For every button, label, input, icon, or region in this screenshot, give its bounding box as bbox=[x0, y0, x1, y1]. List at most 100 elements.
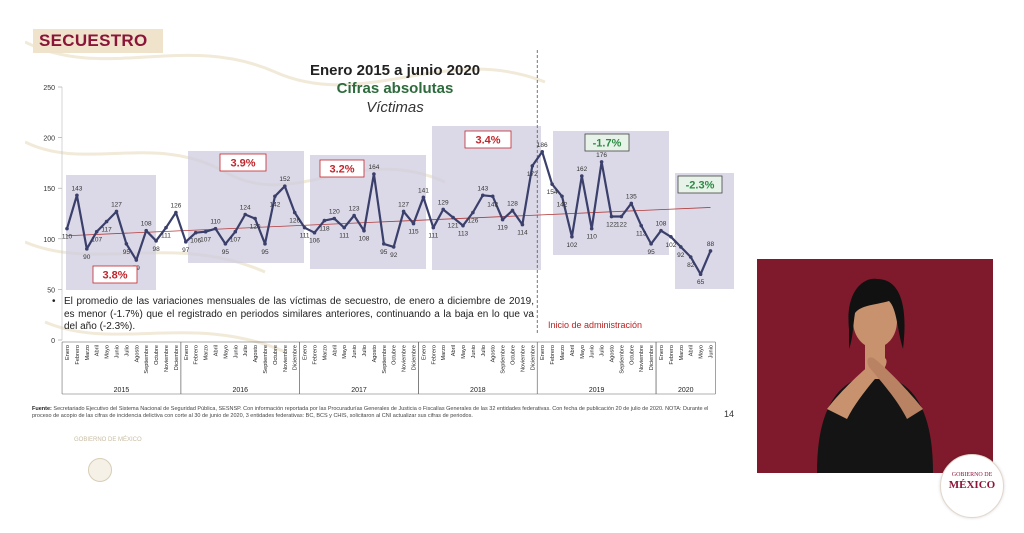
x-tick-label: Abril bbox=[451, 345, 457, 356]
data-label: 154 bbox=[547, 189, 558, 196]
data-label: 120 bbox=[250, 224, 261, 231]
data-point bbox=[708, 249, 713, 253]
x-tick-label: Septiembre bbox=[263, 345, 269, 374]
logo-line2: MÉXICO bbox=[948, 479, 996, 491]
y-tick-label: 250 bbox=[43, 85, 55, 92]
x-tick-label: Junio bbox=[471, 345, 477, 358]
data-point bbox=[223, 242, 228, 246]
year-label: 2017 bbox=[351, 387, 367, 394]
data-point bbox=[391, 245, 396, 249]
trend-line bbox=[66, 207, 711, 237]
x-tick-label: Mayo bbox=[105, 345, 111, 359]
data-label: 92 bbox=[390, 252, 398, 259]
x-tick-label: Marzo bbox=[204, 345, 210, 361]
data-label: 82 bbox=[687, 262, 695, 269]
x-tick-label: Marzo bbox=[441, 345, 447, 361]
x-tick-label: Enero bbox=[421, 345, 427, 360]
data-point bbox=[471, 210, 475, 215]
chart-subtitle: Cifras absolutas bbox=[336, 80, 454, 97]
x-tick-label: Agosto bbox=[134, 345, 140, 362]
data-point bbox=[134, 258, 139, 262]
y-tick-label: 50 bbox=[47, 287, 55, 294]
period-change-label: 3.9% bbox=[230, 158, 255, 170]
data-label: 95 bbox=[380, 249, 388, 256]
x-tick-label: Junio bbox=[709, 345, 715, 358]
year-label: 2016 bbox=[232, 387, 248, 394]
data-point bbox=[144, 228, 148, 233]
data-label: 110 bbox=[62, 234, 73, 241]
year-label: 2018 bbox=[470, 387, 486, 394]
data-point bbox=[322, 218, 327, 223]
data-label: 126 bbox=[467, 217, 478, 224]
chart-metric-label: Víctimas bbox=[366, 99, 424, 116]
data-point bbox=[124, 242, 129, 246]
x-tick-label: Diciembre bbox=[174, 345, 180, 370]
government-seal-icon bbox=[88, 458, 112, 482]
period-change-badge bbox=[464, 130, 512, 149]
data-point bbox=[273, 194, 277, 199]
data-label: 172 bbox=[527, 171, 538, 178]
x-tick-label: Abril bbox=[689, 345, 695, 356]
x-tick-label: Marzo bbox=[560, 345, 566, 361]
data-label: 102 bbox=[665, 242, 676, 249]
data-point bbox=[213, 226, 218, 231]
data-label: 186 bbox=[537, 142, 548, 149]
data-label: 143 bbox=[477, 185, 488, 192]
x-tick-label: Septiembre bbox=[619, 345, 625, 374]
period-change-label: 3.2% bbox=[329, 164, 354, 176]
data-label: 107 bbox=[91, 237, 102, 244]
data-point bbox=[382, 242, 386, 246]
data-point bbox=[184, 240, 188, 244]
x-tick-label: Enero bbox=[659, 345, 665, 360]
data-point bbox=[599, 160, 604, 164]
data-point bbox=[451, 215, 455, 220]
x-tick-label: Abril bbox=[214, 345, 220, 356]
data-point bbox=[639, 223, 643, 228]
x-tick-label: Marzo bbox=[679, 345, 685, 361]
x-tick-label: Agosto bbox=[253, 345, 259, 362]
data-label: 95 bbox=[123, 249, 131, 256]
data-point bbox=[649, 242, 653, 246]
x-tick-label: Mayo bbox=[223, 345, 229, 359]
data-label: 97 bbox=[182, 247, 190, 254]
data-label: 108 bbox=[359, 236, 370, 243]
data-point bbox=[530, 164, 535, 168]
data-label: 164 bbox=[368, 164, 379, 171]
administration-start-label: Inicio de administración bbox=[548, 320, 643, 330]
data-point bbox=[332, 216, 337, 221]
page-number: 14 bbox=[724, 409, 735, 419]
data-point bbox=[629, 201, 634, 206]
data-label: 120 bbox=[329, 209, 340, 216]
x-tick-label: Enero bbox=[540, 345, 546, 360]
data-point bbox=[698, 272, 703, 277]
chart-title: Enero 2015 a junio 2020 bbox=[309, 62, 481, 79]
data-label: 92 bbox=[677, 252, 685, 259]
data-label: 107 bbox=[230, 237, 241, 244]
x-tick-label: Septiembre bbox=[501, 345, 507, 374]
source-footnote: Fuente: Secretariado Ejecutivo del Siste… bbox=[32, 406, 712, 420]
data-label: 128 bbox=[507, 200, 518, 207]
x-tick-label: Julio bbox=[124, 345, 130, 357]
data-label: 113 bbox=[458, 231, 469, 238]
x-tick-label: Febrero bbox=[194, 345, 200, 365]
year-label: 2020 bbox=[678, 387, 694, 394]
x-tick-label: Noviembre bbox=[402, 345, 408, 372]
x-tick-label: Mayo bbox=[342, 345, 348, 359]
data-point bbox=[401, 209, 406, 214]
data-label: 122 bbox=[606, 222, 617, 229]
x-tick-label: Noviembre bbox=[283, 345, 289, 372]
x-tick-label: Febrero bbox=[75, 345, 81, 365]
data-label: 114 bbox=[517, 230, 528, 237]
x-tick-label: Octubre bbox=[273, 345, 279, 365]
x-tick-label: Diciembre bbox=[412, 345, 418, 370]
data-point bbox=[302, 225, 307, 230]
data-label: 142 bbox=[487, 201, 498, 208]
data-point bbox=[193, 230, 198, 235]
chart-note: • El promedio de las variaciones mensual… bbox=[52, 296, 534, 334]
gobierno-de-mexico-logo: GOBIERNO DE MÉXICO bbox=[940, 454, 1004, 518]
period-change-label: 3.8% bbox=[102, 270, 127, 282]
data-point bbox=[243, 212, 247, 217]
x-tick-label: Febrero bbox=[431, 345, 437, 365]
data-point bbox=[154, 239, 158, 243]
